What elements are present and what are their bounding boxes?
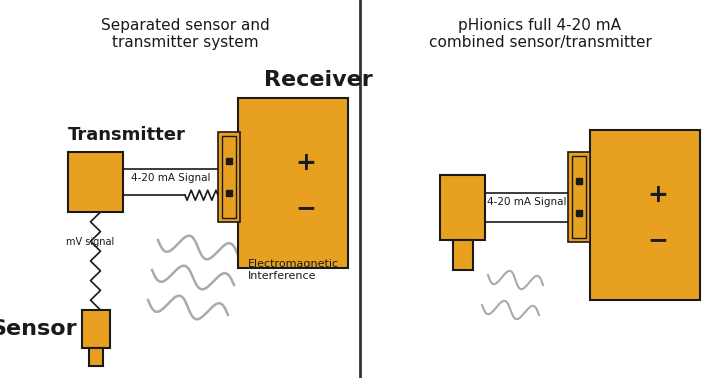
Text: pHionics full 4-20 mA
combined sensor/transmitter: pHionics full 4-20 mA combined sensor/tr… xyxy=(429,18,651,50)
Text: Receiver: Receiver xyxy=(264,70,372,90)
Bar xyxy=(452,240,472,270)
Bar xyxy=(568,152,590,242)
Text: Separated sensor and
transmitter system: Separated sensor and transmitter system xyxy=(101,18,270,50)
Text: −: − xyxy=(648,228,669,253)
Text: mV signal: mV signal xyxy=(66,237,114,247)
Text: 4-20 mA Signal: 4-20 mA Signal xyxy=(131,173,210,183)
Bar xyxy=(88,348,103,366)
Bar xyxy=(68,152,123,212)
Text: 4-20 mA Signal: 4-20 mA Signal xyxy=(487,197,567,207)
Text: +: + xyxy=(648,183,669,207)
Bar xyxy=(218,132,240,222)
Text: Electromagnetic
Interference: Electromagnetic Interference xyxy=(248,259,339,281)
Bar xyxy=(440,175,485,240)
Bar xyxy=(590,130,700,300)
Text: Transmitter: Transmitter xyxy=(68,126,186,144)
Text: −: − xyxy=(296,197,316,220)
Bar xyxy=(572,156,586,238)
Text: Sensor: Sensor xyxy=(0,319,76,339)
Text: +: + xyxy=(296,150,316,175)
Bar xyxy=(222,136,236,218)
Bar xyxy=(81,310,109,348)
Bar xyxy=(238,98,348,268)
